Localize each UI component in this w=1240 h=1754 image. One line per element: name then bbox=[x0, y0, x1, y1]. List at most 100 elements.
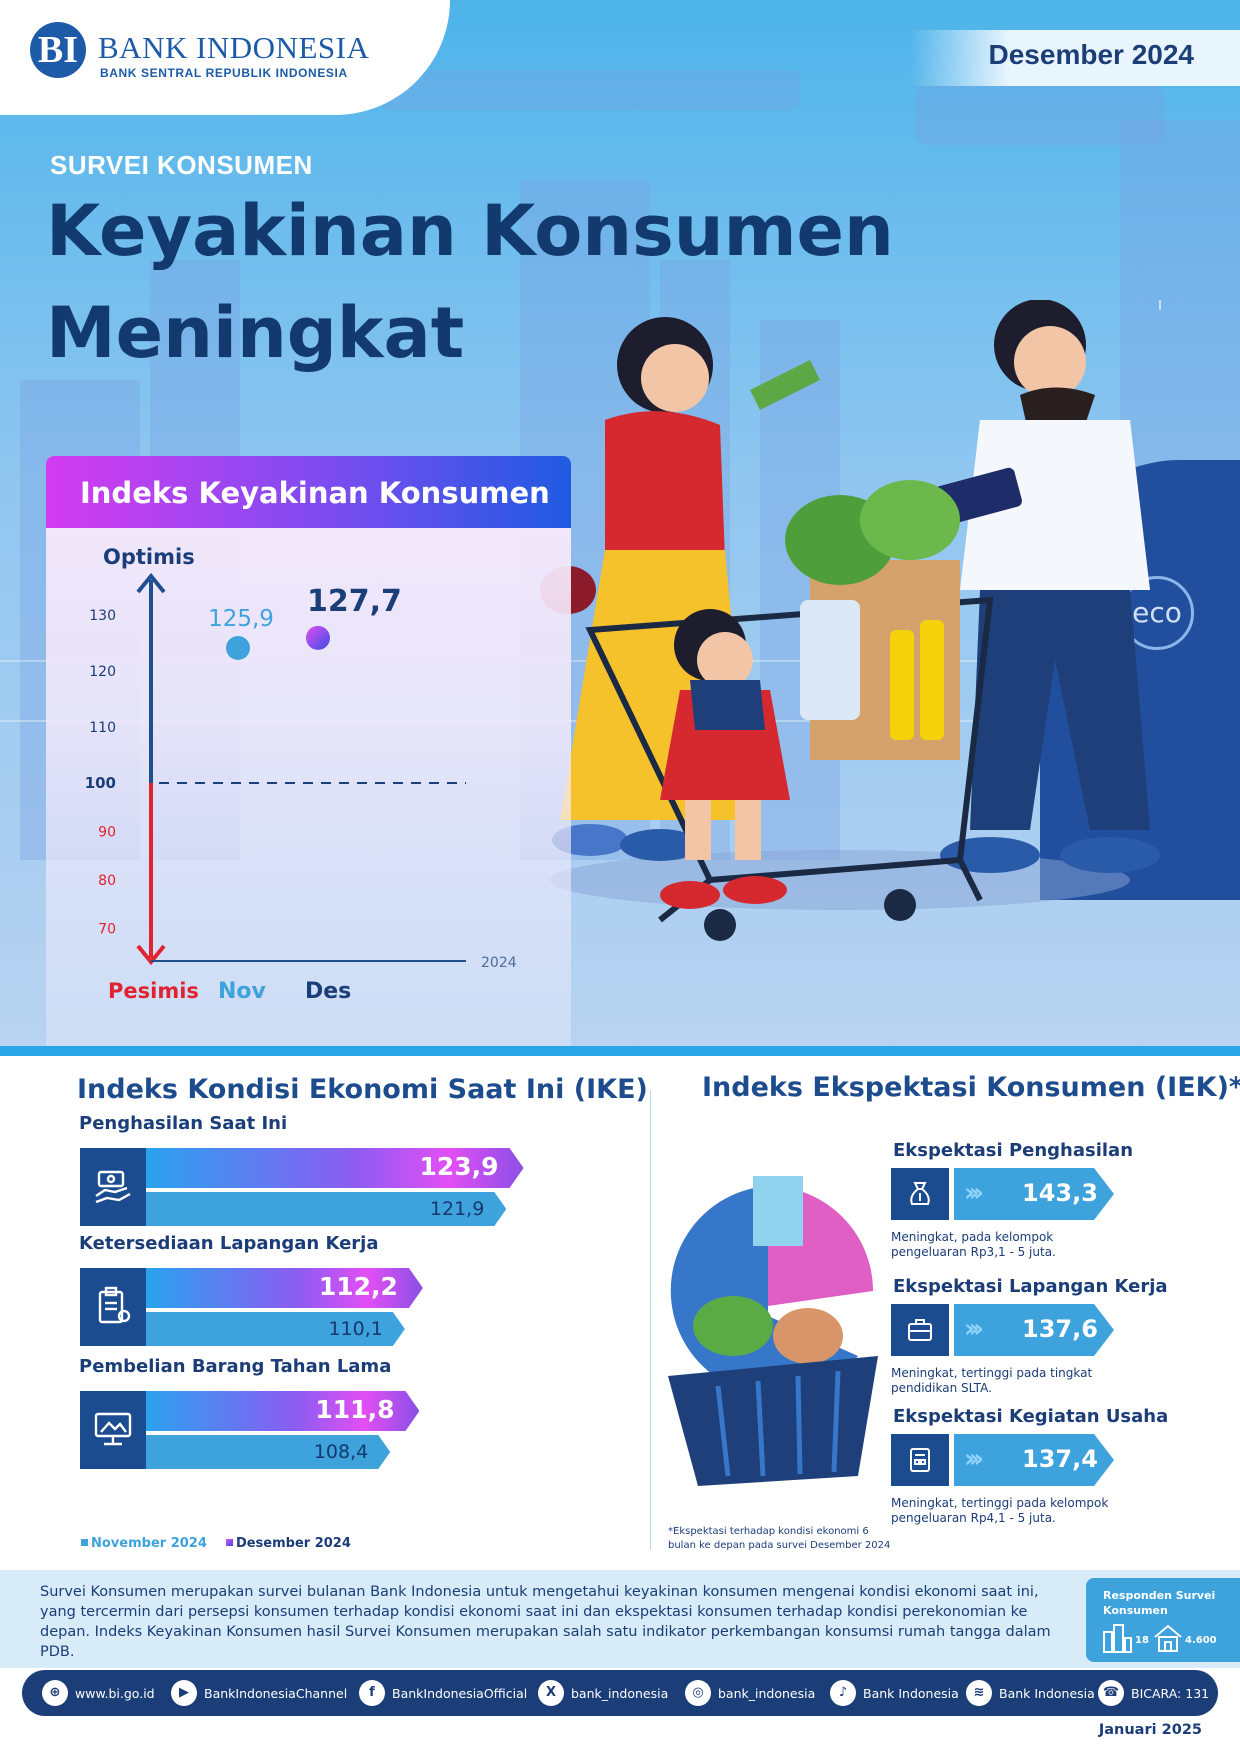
social-link-spotify[interactable]: ≋ Bank Indonesia bbox=[966, 1678, 1095, 1708]
family-shopping-illustration bbox=[540, 300, 1180, 941]
iek-note: Meningkat, tertinggi pada kelompok penge… bbox=[891, 1496, 1109, 1525]
bar-november bbox=[146, 1435, 390, 1469]
briefcase-icon bbox=[891, 1304, 949, 1356]
column-divider bbox=[650, 1090, 651, 1550]
y-tick-label: 90 bbox=[98, 825, 116, 841]
y-tick-label: 130 bbox=[89, 608, 116, 624]
bar-desember-value: 111,8 bbox=[315, 1395, 395, 1424]
x-label-des: Des bbox=[305, 979, 351, 1004]
x-icon: X bbox=[538, 1680, 564, 1706]
background-air-conditioner bbox=[915, 85, 1165, 145]
firework-icon bbox=[1140, 300, 1180, 310]
iek-value: 143,3 bbox=[1022, 1179, 1098, 1207]
iek-value: 137,4 bbox=[1022, 1445, 1098, 1473]
brand-tagline: BANK SENTRAL REPUBLIK INDONESIA bbox=[100, 66, 348, 80]
bank-indonesia-logo-icon: BI bbox=[30, 22, 86, 78]
bar-desember bbox=[146, 1391, 419, 1431]
house-icon bbox=[1154, 1624, 1182, 1652]
social-link-facebook[interactable]: f BankIndonesiaOfficial bbox=[359, 1678, 527, 1708]
background-ceiling-light bbox=[380, 70, 800, 110]
chevrons-right-icon: ››› bbox=[964, 1178, 984, 1208]
legend-nov-label: November 2024 bbox=[91, 1536, 207, 1551]
iek-item-label: Ekspektasi Penghasilan bbox=[893, 1140, 1134, 1161]
data-label-des: 127,7 bbox=[307, 584, 402, 619]
social-link-youtube[interactable]: ▶ BankIndonesiaChannel bbox=[171, 1678, 347, 1708]
y-tick-label: 120 bbox=[89, 664, 116, 680]
release-date: Januari 2025 bbox=[1098, 1722, 1202, 1738]
bar-november bbox=[146, 1192, 506, 1226]
instagram-icon: ◎ bbox=[685, 1680, 711, 1706]
y-tick-label: 110 bbox=[89, 720, 116, 736]
social-label: bank_indonesia bbox=[718, 1685, 816, 1701]
social-link-tiktok[interactable]: ♪ Bank Indonesia bbox=[830, 1678, 959, 1708]
ikk-points: 125,9 127,7 bbox=[208, 584, 402, 660]
ikk-chart-card: Indeks Keyakinan Konsumen Optimis Pesimi… bbox=[46, 456, 571, 1048]
ike-item-label: Ketersediaan Lapangan Kerja bbox=[79, 1233, 379, 1254]
legend-des-label: Desember 2024 bbox=[235, 1536, 351, 1551]
bar-desember bbox=[146, 1268, 423, 1308]
survey-label: SURVEI KONSUMEN bbox=[50, 150, 313, 180]
y-tick-label: 100 bbox=[85, 774, 116, 792]
shopping-basket-illustration bbox=[668, 1176, 878, 1486]
description-band bbox=[0, 1570, 1240, 1668]
iek-title: Indeks Ekspektasi Konsumen (IEK)* bbox=[702, 1072, 1240, 1103]
social-label: BankIndonesiaChannel bbox=[204, 1685, 348, 1701]
y-tick-label: 70 bbox=[98, 922, 116, 938]
headline-line-1: Keyakinan Konsumen bbox=[46, 190, 894, 272]
bar-november-value: 108,4 bbox=[313, 1441, 369, 1463]
data-point-nov bbox=[226, 635, 250, 660]
social-link-instagram[interactable]: ◎ bank_indonesia bbox=[685, 1678, 815, 1708]
iek-value-arrow bbox=[954, 1304, 1114, 1356]
legend-swatch-des bbox=[225, 1539, 233, 1546]
money-hand-icon bbox=[80, 1148, 146, 1226]
money-bag-icon bbox=[891, 1168, 949, 1220]
social-link-bicara[interactable]: ☎ BICARA: 131 bbox=[1098, 1678, 1209, 1708]
data-label-nov: 125,9 bbox=[208, 606, 274, 632]
ike-item-label: Pembelian Barang Tahan Lama bbox=[79, 1356, 392, 1377]
clipboard-icon bbox=[80, 1268, 146, 1346]
section-divider-band bbox=[0, 1046, 1240, 1056]
youtube-icon: ▶ bbox=[171, 1680, 197, 1706]
globe-icon: ⊕ bbox=[42, 1680, 68, 1706]
bar-november bbox=[146, 1312, 405, 1346]
iek-value: 137,6 bbox=[1022, 1315, 1098, 1343]
social-label: bank_indonesia bbox=[571, 1685, 669, 1701]
ikk-axis bbox=[136, 572, 466, 966]
bar-desember-value: 112,2 bbox=[318, 1272, 398, 1301]
x-label-nov: Nov bbox=[218, 979, 267, 1004]
year-label: 2024 bbox=[481, 955, 517, 971]
iek-note: Meningkat, tertinggi pada tingkat pendid… bbox=[891, 1366, 1093, 1395]
social-link-globe[interactable]: ⊕ www.bi.go.id bbox=[42, 1678, 155, 1708]
iek-value-arrow bbox=[954, 1168, 1114, 1220]
pesimis-label: Pesimis bbox=[108, 979, 199, 1003]
y-tick-label: 80 bbox=[98, 873, 116, 889]
ikk-title: Indeks Keyakinan Konsumen bbox=[80, 476, 550, 510]
ike-title: Indeks Kondisi Ekonomi Saat Ini (IKE) bbox=[77, 1074, 648, 1105]
social-label: Bank Indonesia bbox=[999, 1685, 1095, 1701]
social-label: Bank Indonesia bbox=[863, 1685, 959, 1701]
shop-icon bbox=[891, 1434, 949, 1486]
bar-november-value: 121,9 bbox=[429, 1198, 485, 1220]
social-media-bar bbox=[22, 1670, 1218, 1716]
respondents-cities: 18 bbox=[1135, 1635, 1149, 1646]
tiktok-icon: ♪ bbox=[830, 1680, 856, 1706]
period-label: Desember 2024 bbox=[988, 39, 1194, 70]
city-icon bbox=[1103, 1624, 1132, 1653]
respondents-households: 4.600 bbox=[1185, 1635, 1217, 1646]
facebook-icon: f bbox=[359, 1680, 385, 1706]
ikk-x-labels: Nov Des bbox=[218, 979, 351, 1004]
social-label: BICARA: 131 bbox=[1131, 1685, 1210, 1701]
bar-november-value: 110,1 bbox=[328, 1318, 383, 1340]
spotify-icon: ≋ bbox=[966, 1680, 992, 1706]
iek-footnote: *Ekspektasi terhadap kondisi ekonomi 6 b… bbox=[668, 1526, 891, 1551]
ikk-chart: Optimis Pesimis 130 120 110 100 90 80 70 125,9… bbox=[85, 545, 517, 1004]
social-label: www.bi.go.id bbox=[75, 1685, 155, 1701]
headline-line-2: Meningkat bbox=[46, 292, 465, 374]
up-arrow-icon bbox=[136, 572, 166, 594]
legend-swatch-nov bbox=[81, 1539, 88, 1546]
bicara-icon: ☎ bbox=[1098, 1680, 1124, 1706]
optimis-label: Optimis bbox=[103, 545, 195, 569]
iek-note: Meningkat, pada kelompok pengeluaran Rp3… bbox=[891, 1230, 1056, 1259]
eco-badge-icon: eco bbox=[1120, 576, 1194, 650]
